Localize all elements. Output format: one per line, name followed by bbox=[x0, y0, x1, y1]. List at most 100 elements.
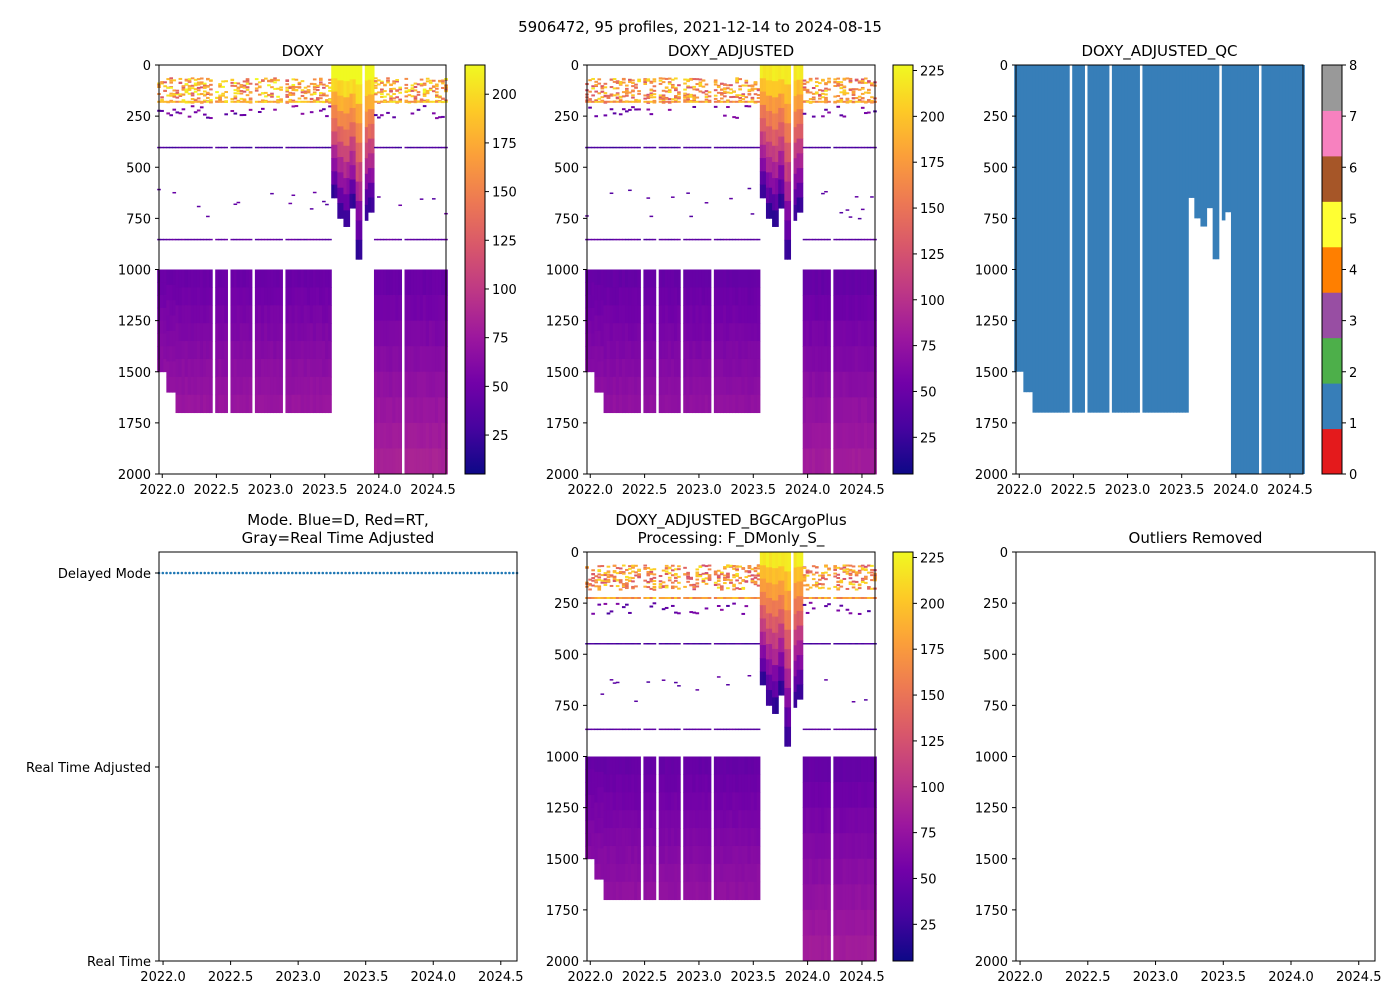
doxy_adjusted-cell bbox=[603, 114, 608, 117]
doxy-cell bbox=[370, 94, 375, 110]
bgcargoplus-cell bbox=[609, 584, 614, 587]
bgcargoplus-cell bbox=[658, 881, 663, 901]
bgcargoplus-cell bbox=[870, 782, 874, 809]
doxy-cell bbox=[270, 100, 274, 103]
doxy-cell bbox=[407, 146, 412, 149]
doxy-cell bbox=[315, 98, 320, 101]
doxy_adjusted_qc-cell bbox=[1252, 65, 1256, 474]
doxy_adjusted-cell bbox=[588, 238, 592, 241]
doxy-cell bbox=[270, 192, 274, 195]
doxy_adjusted-cell bbox=[658, 100, 663, 103]
doxy-cell bbox=[425, 77, 430, 80]
bgcargoplus-cell bbox=[778, 652, 782, 667]
doxy-cell bbox=[303, 287, 308, 306]
bgcargoplus-cell bbox=[612, 564, 617, 567]
bgcargoplus-cell bbox=[628, 863, 632, 883]
doxy_adjusted-cell bbox=[591, 85, 595, 88]
doxy_adjusted-cell bbox=[870, 320, 874, 347]
doxy_adjusted-cell bbox=[723, 358, 727, 378]
doxy-cell bbox=[184, 88, 189, 91]
doxy-cell bbox=[218, 94, 222, 97]
doxy_adjusted-cell bbox=[744, 358, 749, 378]
doxy-cell bbox=[202, 358, 207, 378]
doxy-cell bbox=[425, 92, 430, 95]
bgcargoplus-cell bbox=[772, 697, 776, 714]
doxy-cell bbox=[209, 146, 213, 149]
bgcargoplus-cell bbox=[670, 881, 675, 901]
bgcargoplus-cell bbox=[726, 756, 730, 775]
doxy-cell bbox=[389, 371, 393, 398]
bgcargoplus-cell bbox=[756, 845, 761, 865]
doxy_adjusted-cell bbox=[674, 341, 678, 360]
bgcargoplus-cell bbox=[683, 881, 687, 901]
bgcargoplus-cell bbox=[670, 792, 675, 811]
bgcargoplus-cell bbox=[704, 792, 709, 811]
doxy-cell bbox=[187, 80, 192, 83]
doxy-cell bbox=[425, 99, 430, 102]
doxy_adjusted-cell bbox=[606, 269, 611, 288]
bgcargoplus-cell bbox=[845, 643, 850, 645]
doxy-cell bbox=[196, 287, 201, 306]
doxy-cell bbox=[221, 85, 225, 88]
doxy_adjusted-cell bbox=[670, 238, 675, 241]
doxy_adjusted-cell bbox=[848, 371, 853, 398]
doxy_adjusted-cell bbox=[670, 376, 675, 396]
bgcargoplus-cell bbox=[667, 643, 672, 645]
doxy_adjusted-cell bbox=[802, 397, 807, 424]
doxy-cell bbox=[410, 397, 415, 424]
bgcargoplus-cell bbox=[854, 756, 859, 783]
doxy-cell bbox=[328, 105, 332, 108]
bgcargoplus-cell bbox=[628, 774, 632, 793]
doxy_adjusted-cell bbox=[741, 394, 746, 414]
doxy_adjusted-cell bbox=[857, 371, 862, 398]
doxy_adjusted-cell bbox=[615, 305, 620, 324]
doxy_adjusted-cell bbox=[621, 95, 626, 98]
doxy_adjusted-cell bbox=[732, 376, 736, 396]
doxy-cell bbox=[297, 269, 302, 288]
mode-point bbox=[363, 571, 366, 575]
bgcargoplus-cell bbox=[814, 585, 819, 588]
bgcargoplus-cell bbox=[677, 810, 681, 829]
doxy-cell bbox=[196, 205, 201, 208]
doxy-cell bbox=[367, 109, 372, 125]
bgcargoplus-cell bbox=[860, 858, 865, 885]
doxy-cell bbox=[331, 118, 335, 132]
doxy_adjusted-cell bbox=[747, 90, 752, 93]
doxy-cell bbox=[288, 358, 293, 378]
doxy_adjusted-cell bbox=[677, 305, 681, 324]
doxy-cell bbox=[230, 287, 235, 306]
doxy_adjusted-cell bbox=[781, 79, 785, 95]
doxy-cell bbox=[431, 112, 436, 115]
doxy_adjusted-cell bbox=[652, 96, 657, 99]
doxy_adjusted-cell bbox=[769, 172, 773, 189]
doxy_adjusted-cell bbox=[821, 96, 825, 99]
bgcargoplus-cell bbox=[805, 611, 810, 614]
doxy_adjusted_qc-ytick-label: 1250 bbox=[975, 315, 1008, 330]
bgcargoplus-cell bbox=[707, 756, 712, 775]
bgcargoplus-cell bbox=[827, 833, 831, 860]
doxy_adjusted-cell bbox=[814, 84, 819, 87]
doxy_adjusted_qc-cell bbox=[1035, 65, 1040, 413]
doxy-cell bbox=[242, 358, 247, 378]
doxy-cell bbox=[428, 100, 433, 103]
bgcargoplus-cell bbox=[701, 578, 706, 581]
bgcargoplus-cell bbox=[716, 810, 721, 829]
mode-point bbox=[226, 571, 229, 575]
doxy_adjusted-cell bbox=[707, 287, 712, 306]
bgcargoplus-cell bbox=[818, 728, 822, 731]
doxy_adjusted-cell bbox=[670, 323, 675, 342]
doxy-cell bbox=[178, 341, 183, 360]
doxy-cell bbox=[441, 100, 445, 103]
doxy_adjusted-cell bbox=[695, 394, 700, 414]
doxy-cell bbox=[416, 397, 421, 424]
bgcargoplus-cell bbox=[692, 756, 697, 775]
bgcargoplus-cell bbox=[833, 572, 837, 575]
bgcargoplus-cell bbox=[594, 579, 599, 582]
doxy_adjusted-cell bbox=[811, 87, 816, 90]
doxy_adjusted-cell bbox=[591, 94, 595, 97]
bgcargoplus-cell bbox=[692, 828, 697, 847]
doxy_adjusted-cell bbox=[701, 376, 706, 396]
doxy_adjusted-cell bbox=[732, 341, 736, 360]
doxy_adjusted_qc-cell bbox=[1237, 65, 1241, 474]
